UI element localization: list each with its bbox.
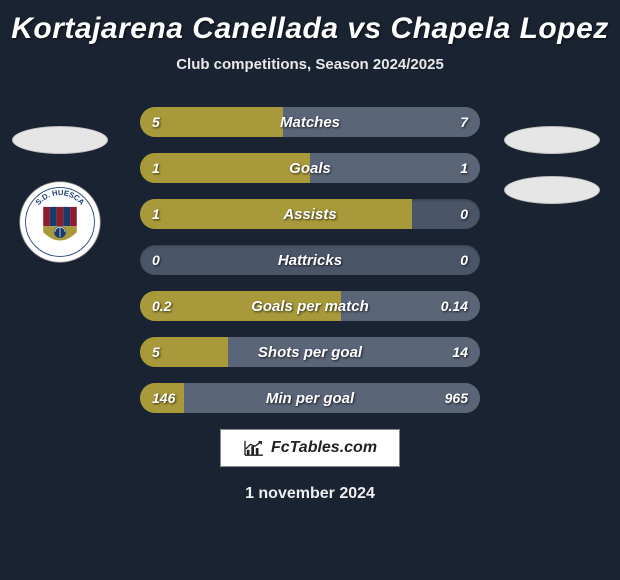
bar-row: Goals1 1: [140, 153, 480, 183]
bar-row: Hattricks0 0: [140, 245, 480, 275]
bar-value-left: 5: [152, 107, 160, 137]
club-oval-right-2: [504, 176, 600, 204]
page-subtitle: Club competitions, Season 2024/2025: [10, 56, 610, 73]
bar-value-left: 1: [152, 153, 160, 183]
bar-value-right: 965: [445, 383, 468, 413]
page-title: Kortajarena Canellada vs Chapela Lopez: [10, 12, 610, 46]
bar-value-right: 1: [460, 153, 468, 183]
bar-value-right: 0.14: [441, 291, 468, 321]
header: Kortajarena Canellada vs Chapela Lopez C…: [0, 0, 620, 77]
bar-row: Goals per match0.2 0.14: [140, 291, 480, 321]
comparison-bars: Matches57Goals11Assists10Hattricks00Goal…: [140, 107, 480, 413]
bar-value-left: 0.2: [152, 291, 171, 321]
club-oval-left: [12, 126, 108, 154]
bar-value-left: 0: [152, 245, 160, 275]
club-oval-right-1: [504, 126, 600, 154]
bar-row: Min per goal146 965: [140, 383, 480, 413]
bar-row: Matches5 7: [140, 107, 480, 137]
bar-value-right: 0: [460, 199, 468, 229]
footer-logo-text: FcTables.com: [271, 439, 377, 457]
club-crest-huesca: S.D. HUESCA: [18, 180, 102, 264]
bar-label: Shots per goal: [140, 337, 480, 367]
bar-value-left: 146: [152, 383, 175, 413]
footer-logo: FcTables.com: [220, 429, 400, 467]
bar-value-right: 0: [460, 245, 468, 275]
chart-icon: [243, 439, 265, 457]
bar-label: Matches: [140, 107, 480, 137]
bar-label: Min per goal: [140, 383, 480, 413]
bar-label: Assists: [140, 199, 480, 229]
bar-row: Assists1 0: [140, 199, 480, 229]
bar-label: Goals per match: [140, 291, 480, 321]
bar-value-right: 14: [452, 337, 468, 367]
bar-value-left: 1: [152, 199, 160, 229]
bar-label: Goals: [140, 153, 480, 183]
bar-row: Shots per goal5 14: [140, 337, 480, 367]
bar-value-right: 7: [460, 107, 468, 137]
bar-value-left: 5: [152, 337, 160, 367]
footer-date: 1 november 2024: [0, 485, 620, 503]
bar-label: Hattricks: [140, 245, 480, 275]
